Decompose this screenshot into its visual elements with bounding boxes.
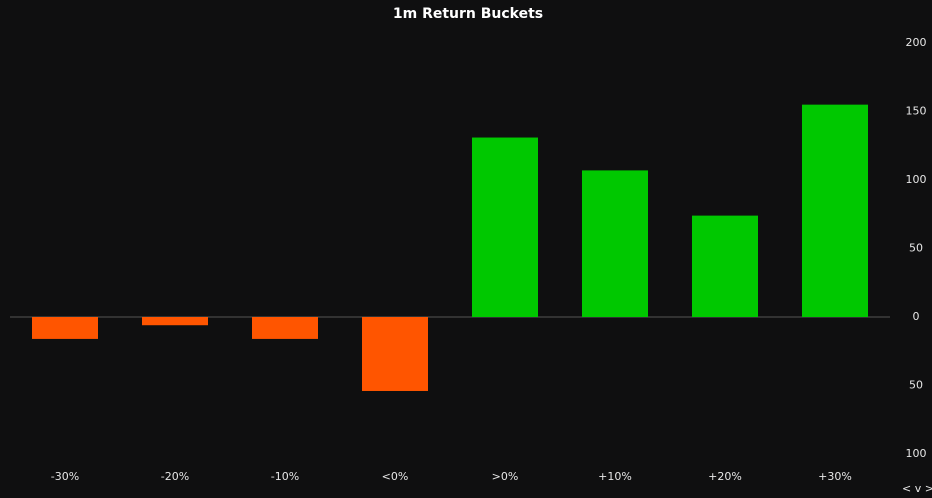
x-tick-label: -10% (271, 470, 299, 483)
y-tick-label: 100 (906, 447, 927, 460)
bar (582, 170, 648, 317)
bar (32, 317, 98, 339)
x-tick-label: -20% (161, 470, 189, 483)
x-tick-label: >0% (492, 470, 519, 483)
chart-controls[interactable]: < v > (902, 482, 932, 495)
y-tick-label: 0 (913, 310, 920, 323)
y-tick-label: 50 (909, 242, 923, 255)
bar (802, 104, 868, 318)
x-tick-label: +10% (598, 470, 632, 483)
x-tick-label: -30% (51, 470, 79, 483)
y-tick-label: 150 (906, 105, 927, 118)
bar (252, 317, 318, 339)
y-tick-label: 100 (906, 173, 927, 186)
bar (142, 317, 208, 326)
bar (362, 317, 428, 391)
y-tick-label: 50 (909, 379, 923, 392)
chart-title: 1m Return Buckets (393, 6, 543, 22)
y-tick-label: 200 (906, 36, 927, 49)
bar (472, 137, 538, 317)
bar (692, 215, 758, 317)
x-tick-label: <0% (382, 470, 409, 483)
x-tick-label: +30% (818, 470, 852, 483)
x-tick-label: +20% (708, 470, 742, 483)
